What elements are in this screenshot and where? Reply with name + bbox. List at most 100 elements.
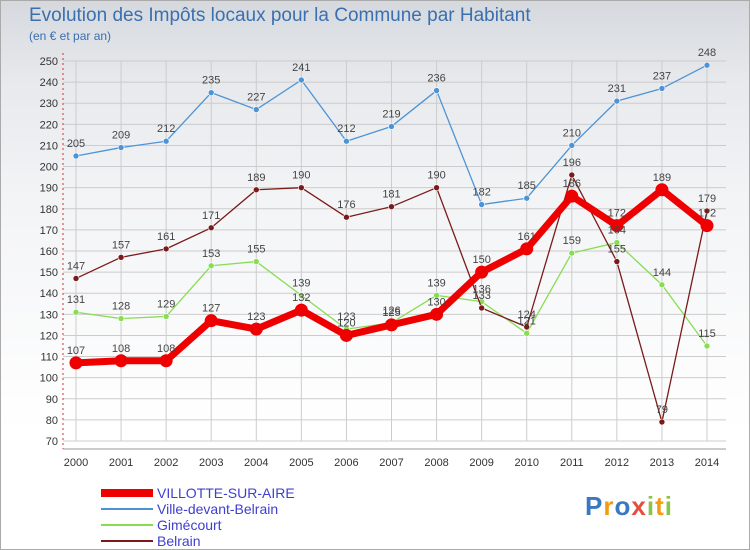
data-point — [613, 258, 621, 265]
data-label: 153 — [202, 248, 220, 260]
data-label: 190 — [292, 170, 310, 182]
data-label: 147 — [67, 260, 85, 272]
data-label: 181 — [382, 189, 400, 201]
logo-letter: o — [614, 491, 632, 521]
y-tick-label: 220 — [40, 119, 58, 131]
data-point — [298, 292, 305, 299]
x-tick-label: 2000 — [64, 457, 88, 469]
data-label: 209 — [112, 130, 130, 142]
data-point — [252, 106, 260, 113]
data-label: 205 — [67, 138, 85, 150]
data-label: 144 — [653, 267, 671, 279]
logo-letter: i — [664, 491, 673, 521]
data-point — [298, 76, 305, 84]
y-tick-label: 160 — [40, 246, 58, 258]
chart-title: Evolution des Impôts locaux pour la Comm… — [29, 5, 531, 26]
data-point — [565, 189, 579, 203]
data-point — [610, 219, 624, 233]
x-tick-label: 2008 — [424, 457, 448, 469]
data-point — [385, 318, 398, 332]
legend-label-belrain: Belrain — [157, 533, 201, 549]
data-label: 212 — [157, 123, 175, 135]
y-tick-label: 140 — [40, 288, 58, 300]
legend-label-ville-devant-belrain: Ville-devant-Belrain — [157, 501, 279, 517]
data-point — [613, 239, 621, 246]
data-label: 241 — [292, 62, 310, 74]
x-tick-label: 2010 — [514, 457, 538, 469]
data-label: 132 — [292, 292, 310, 304]
x-tick-label: 2003 — [199, 457, 223, 469]
data-point — [523, 323, 531, 331]
data-label: 182 — [472, 187, 490, 199]
data-label: 189 — [247, 172, 265, 184]
y-tick-label: 130 — [40, 309, 58, 321]
data-label: 189 — [653, 172, 671, 184]
data-label: 150 — [472, 254, 490, 266]
data-label: 190 — [427, 170, 445, 182]
data-point — [433, 184, 440, 191]
data-point — [658, 418, 666, 426]
data-point — [162, 245, 170, 253]
y-tick-label: 190 — [40, 183, 58, 195]
data-label: 164 — [608, 225, 626, 237]
data-point — [162, 137, 170, 145]
data-label: 179 — [698, 193, 716, 205]
y-tick-label: 210 — [40, 140, 58, 152]
y-tick-label: 90 — [46, 394, 58, 406]
data-label: 133 — [472, 290, 490, 302]
data-label: 120 — [337, 317, 355, 329]
y-tick-label: 110 — [40, 352, 58, 364]
data-label: 159 — [563, 235, 581, 247]
data-point — [658, 85, 666, 92]
data-label: 186 — [563, 178, 581, 190]
y-tick-label: 180 — [40, 204, 58, 216]
data-point — [114, 354, 128, 368]
x-tick-label: 2004 — [244, 457, 268, 469]
logo-letter: i — [646, 491, 656, 521]
data-label: 136 — [472, 284, 490, 296]
data-point — [523, 330, 531, 337]
data-point — [430, 307, 444, 321]
legend-label-gimecourt: Gimécourt — [157, 517, 222, 533]
legend-label-villotte: VILLOTTE-SUR-AIRE — [157, 485, 295, 501]
x-tick-label: 2014 — [695, 457, 719, 469]
x-tick-label: 2011 — [560, 457, 584, 469]
x-tick-label: 2005 — [289, 457, 313, 469]
chart-subtitle: (en € et par an) — [29, 29, 112, 43]
data-label: 108 — [157, 343, 175, 355]
x-tick-label: 2013 — [650, 457, 674, 469]
data-point — [700, 219, 714, 233]
data-point — [703, 207, 711, 215]
logo-letter: P — [585, 491, 604, 521]
data-label: 129 — [157, 298, 175, 310]
x-tick-label: 2009 — [469, 457, 493, 469]
data-point — [613, 97, 621, 105]
data-label: 161 — [518, 231, 536, 243]
data-point — [568, 142, 576, 149]
y-tick-label: 240 — [40, 77, 58, 89]
y-tick-label: 80 — [46, 415, 58, 427]
y-tick-label: 120 — [40, 330, 58, 342]
x-tick-label: 2002 — [154, 457, 178, 469]
legend-swatch-belrain — [101, 540, 153, 542]
data-point — [117, 254, 125, 261]
data-point — [204, 314, 218, 328]
data-label: 237 — [653, 70, 671, 82]
data-point — [658, 281, 666, 289]
data-label: 79 — [656, 404, 668, 416]
data-label: 227 — [247, 92, 265, 104]
data-point — [523, 194, 531, 202]
data-label: 125 — [382, 307, 400, 319]
y-tick-label: 150 — [40, 267, 58, 279]
data-label: 123 — [247, 311, 265, 323]
data-label: 231 — [608, 83, 626, 95]
data-point — [252, 186, 260, 194]
data-label: 128 — [112, 301, 130, 313]
data-point — [162, 313, 170, 320]
data-label: 115 — [698, 328, 716, 340]
data-label: 172 — [608, 208, 626, 220]
data-point — [294, 303, 308, 317]
data-point — [703, 61, 711, 69]
data-point — [520, 242, 534, 256]
